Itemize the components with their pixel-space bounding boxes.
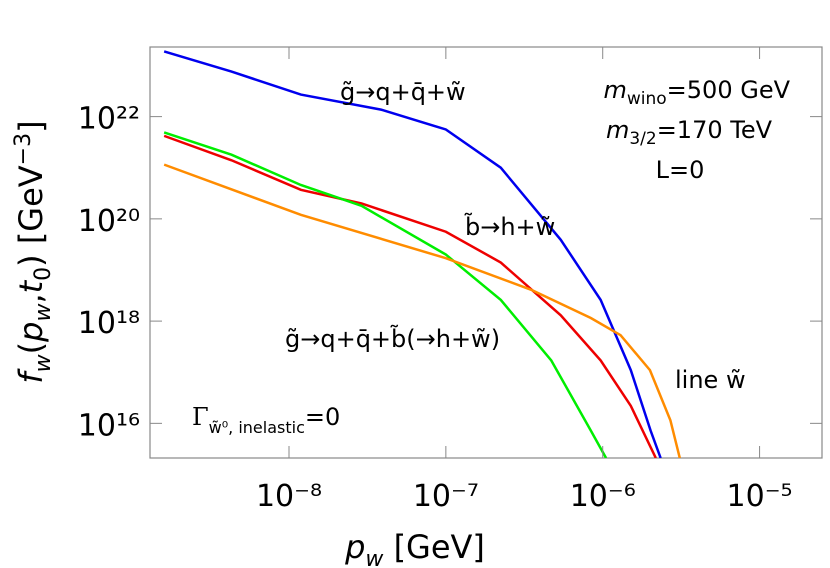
plot-frame xyxy=(149,46,823,459)
x-tick-label: 10⁻⁶ xyxy=(570,479,636,514)
curve-label: g̃→q+q̄+w̃ xyxy=(340,78,466,106)
curve-label: b̃→h+w̃ xyxy=(464,213,555,241)
y-tick-label: 10²⁰ xyxy=(78,204,140,239)
annotation: Γw̃⁰, inelastic=0 xyxy=(192,403,340,437)
curve-label: line w̃ xyxy=(675,366,746,394)
x-tick-label: 10⁻⁵ xyxy=(727,479,793,514)
x-axis-label: pw [GeV] xyxy=(344,528,485,568)
series-line xyxy=(163,50,662,458)
curve-label: g̃→q+q̄+b̃(→h+w̃) xyxy=(285,325,500,353)
series-line xyxy=(163,134,657,458)
annotation: mwino=500 GeV xyxy=(603,76,790,109)
annotation: L=0 xyxy=(656,156,705,184)
y-tick-label: 10¹⁸ xyxy=(78,306,140,341)
x-tick-label: 10⁻⁸ xyxy=(256,479,322,514)
series-line xyxy=(163,131,608,458)
y-tick-label: 10²² xyxy=(78,102,140,137)
y-axis-label: fw(pw,t0) [GeV−3] xyxy=(11,120,56,383)
series-layer xyxy=(163,50,682,458)
x-tick-label: 10⁻⁷ xyxy=(413,479,479,514)
annotation: m3/2=170 TeV xyxy=(606,116,773,149)
y-tick-label: 10¹⁶ xyxy=(78,408,140,443)
series-line xyxy=(163,163,682,458)
